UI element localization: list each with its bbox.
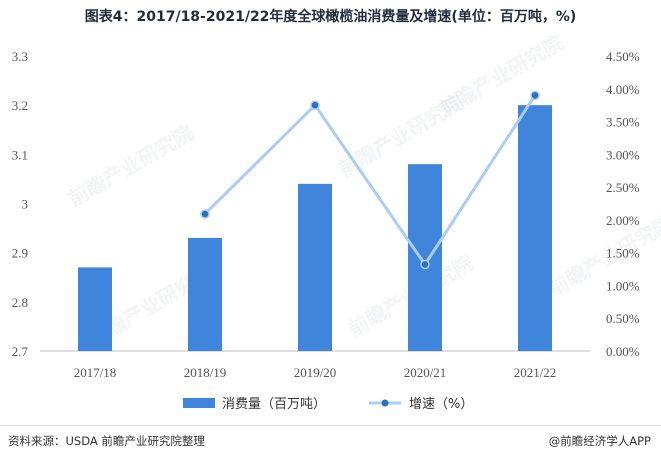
y-right-tick-label: 0.00% [606,344,640,359]
x-tick-label: 2019/20 [294,365,337,380]
legend-bar-label: 消费量（百万吨） [222,397,326,412]
bar [408,164,442,351]
y-left-tick-label: 2.7 [12,344,29,359]
y-right-tick-label: 1.50% [606,246,640,261]
x-tick-label: 2021/22 [514,365,557,380]
growth-point [200,209,210,219]
brand-label: @前瞻经济学人APP [548,434,651,448]
bar [298,183,332,351]
bar [518,105,552,352]
x-tick-label: 2020/21 [404,365,447,380]
legend-line-marker [381,399,389,407]
chart-title: 图表4：2017/18-2021/22年度全球橄榄油消费量及增速(单位：百万吨，… [84,9,577,25]
y-right-tick-label: 4.50% [606,49,640,64]
y-left-tick-label: 3 [22,197,29,212]
combo-chart: 2.7 2.8 2.9 3 3.1 3.2 3.3 0.00% 0.50% 1.00% 1.50% 2… [12,49,640,412]
growth-line [203,94,537,266]
y-right-tick-label: 3.50% [606,115,640,130]
y-right-tick-label: 2.50% [606,180,640,195]
growth-point [530,90,540,101]
x-tick-label: 2018/19 [184,365,227,380]
y-right-tick-label: 4.00% [606,82,640,97]
legend-line-label: 增速（%） [409,397,473,412]
legend-bar-swatch [183,398,215,408]
footer-divider [0,425,661,426]
source-note: 资料来源：USDA 前瞻产业研究院整理 [8,434,205,448]
y-left-tick-label: 2.9 [12,246,28,261]
x-tick-label: 2017/18 [74,365,117,380]
y-left-tick-label: 3.1 [12,147,28,162]
y-right-tick-label: 1.00% [606,278,640,293]
bar [188,237,222,351]
y-right-tick-label: 0.50% [606,311,640,326]
growth-point [310,100,320,110]
y-right-tick-label: 2.00% [606,213,640,228]
y-left-tick-label: 2.8 [12,295,28,310]
y-left-tick-label: 3.2 [12,98,28,113]
growth-point [420,259,430,270]
y-left-tick-label: 3.3 [12,49,28,64]
bar [78,267,112,351]
y-right-tick-label: 3.00% [606,147,640,162]
